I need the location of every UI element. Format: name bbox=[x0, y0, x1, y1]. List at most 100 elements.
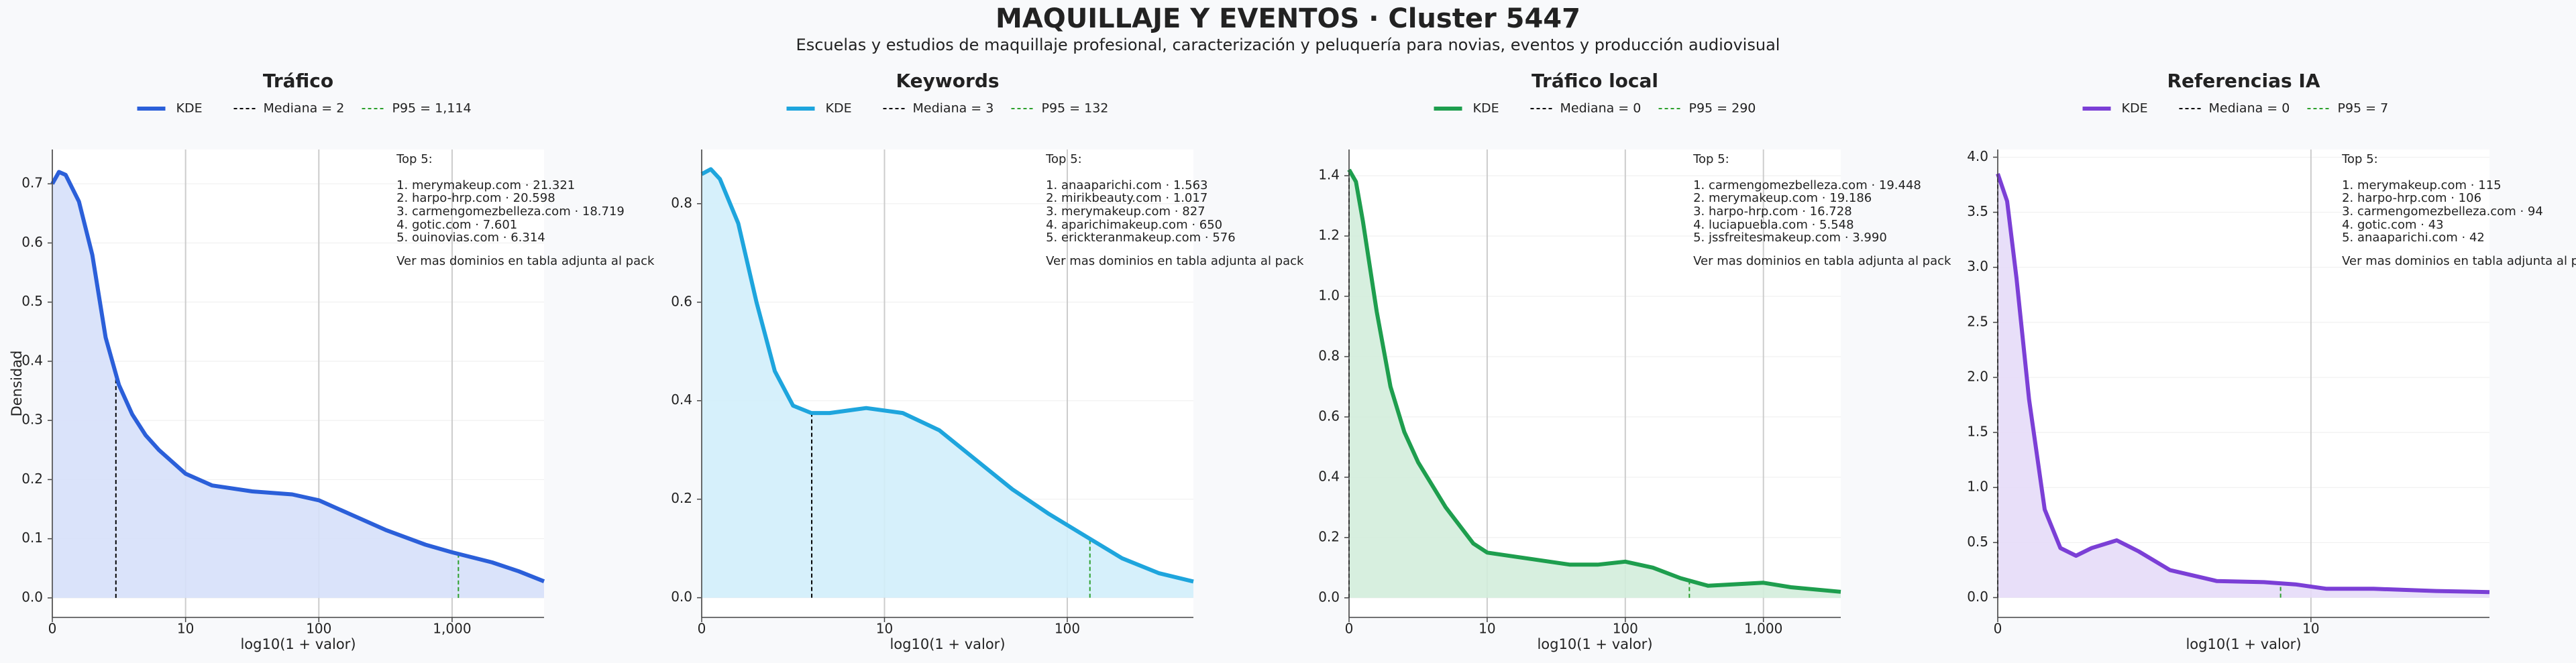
annotation-line: Ver mas dominios en tabla adjunta al pac… bbox=[1046, 254, 1304, 268]
panel-title: Keywords bbox=[896, 70, 999, 92]
y-tick-label: 0.0 bbox=[21, 589, 43, 605]
y-tick-label: 3.0 bbox=[1967, 258, 1988, 274]
y-tick-label: 1.0 bbox=[1967, 479, 1988, 495]
annotation-line: Ver mas dominios en tabla adjunta al pac… bbox=[396, 254, 655, 268]
y-tick-label: 1.5 bbox=[1967, 424, 1988, 440]
kde-fill bbox=[1998, 174, 2489, 598]
y-tick-label: 4.0 bbox=[1967, 148, 1988, 164]
kde-line bbox=[700, 167, 1194, 584]
annotation-line: Top 5: bbox=[1045, 152, 1082, 166]
annotation-line: Top 5: bbox=[396, 152, 433, 166]
y-tick-label: 0.4 bbox=[671, 391, 692, 408]
annotation-line: 2. harpo-hrp.com · 106 bbox=[2342, 191, 2481, 205]
plot-area bbox=[1998, 149, 2489, 617]
x-tick-label: 10 bbox=[2302, 621, 2319, 637]
annotation-line: 1. carmengomezbelleza.com · 19.448 bbox=[1693, 178, 1921, 192]
kde-line bbox=[1347, 168, 1841, 594]
annotation-line: 5. anaaparichi.com · 42 bbox=[2342, 231, 2485, 245]
y-tick-label: 0.0 bbox=[1318, 589, 1340, 605]
kde-fill bbox=[1349, 170, 1841, 598]
annotation-line: Top 5: bbox=[2341, 152, 2378, 166]
annotation-line: 5. erickteranmakeup.com · 576 bbox=[1046, 231, 1236, 245]
legend-label: P95 = 7 bbox=[2338, 101, 2389, 116]
panel-title: Tráfico local bbox=[1532, 70, 1658, 92]
y-tick-label: 0.1 bbox=[21, 530, 43, 546]
y-tick-label: 0.0 bbox=[1967, 589, 1988, 605]
y-tick-label: 2.5 bbox=[1967, 313, 1988, 329]
kde-line bbox=[1996, 173, 2490, 595]
kde-fill bbox=[52, 172, 544, 598]
legend-label: P95 = 1,114 bbox=[392, 101, 472, 116]
legend-label: P95 = 290 bbox=[1689, 101, 1756, 116]
x-tick-label: 10 bbox=[1479, 621, 1495, 637]
y-tick-label: 0.8 bbox=[1318, 347, 1340, 363]
annotation-line: 4. aparichimakeup.com · 650 bbox=[1046, 218, 1222, 232]
annotation-line: 3. carmengomezbelleza.com · 18.719 bbox=[396, 204, 625, 219]
legend-label: Mediana = 3 bbox=[913, 101, 994, 116]
x-tick-label: 1,000 bbox=[433, 621, 471, 637]
y-tick-label: 0.2 bbox=[671, 490, 692, 506]
panel-title: Referencias IA bbox=[2167, 70, 2320, 92]
x-tick-label: 10 bbox=[177, 621, 194, 637]
kde-line bbox=[50, 170, 545, 583]
x-tick-label: 0 bbox=[698, 621, 706, 637]
x-axis-label: log10(1 + valor) bbox=[1537, 636, 1652, 652]
annotation-line: 2. mirikbeauty.com · 1.017 bbox=[1046, 191, 1208, 205]
x-axis-label: log10(1 + valor) bbox=[2186, 636, 2301, 652]
annotation-line: 2. harpo-hrp.com · 20.598 bbox=[396, 191, 555, 205]
annotation-line: 4. luciapuebla.com · 5.548 bbox=[1693, 218, 1854, 232]
x-tick-label: 10 bbox=[876, 621, 893, 637]
legend-label: KDE bbox=[1473, 101, 1499, 116]
y-tick-label: 0.7 bbox=[21, 175, 43, 191]
annotation-line: 1. merymakeup.com · 21.321 bbox=[396, 178, 575, 192]
y-tick-label: 3.5 bbox=[1967, 203, 1988, 219]
y-axis-label: Densidad bbox=[9, 351, 25, 417]
annotation-line: Ver mas dominios en tabla adjunta al pac… bbox=[2342, 254, 2576, 268]
x-axis-label: log10(1 + valor) bbox=[240, 636, 356, 652]
y-tick-label: 1.0 bbox=[1318, 288, 1340, 304]
x-tick-label: 100 bbox=[1055, 621, 1080, 637]
y-tick-label: 0.5 bbox=[21, 293, 43, 309]
y-tick-label: 0.3 bbox=[21, 412, 43, 428]
legend-label: Mediana = 0 bbox=[1560, 101, 1642, 116]
annotation-line: 5. jssfreitesmakeup.com · 3.990 bbox=[1693, 231, 1887, 245]
annotation-line: 3. merymakeup.com · 827 bbox=[1046, 204, 1205, 219]
x-tick-label: 1,000 bbox=[1744, 621, 1782, 637]
figure-subtitle: Escuelas y estudios de maquillaje profes… bbox=[796, 36, 1780, 54]
legend-label: KDE bbox=[826, 101, 852, 116]
y-tick-label: 0.8 bbox=[671, 194, 692, 210]
x-tick-label: 0 bbox=[48, 621, 57, 637]
y-tick-label: 1.4 bbox=[1318, 167, 1340, 183]
annotation-line: 5. ouinovias.com · 6.314 bbox=[396, 231, 545, 245]
y-tick-label: 0.2 bbox=[21, 471, 43, 487]
annotation-line: 4. gotic.com · 7.601 bbox=[396, 218, 517, 232]
y-tick-label: 0.4 bbox=[1318, 468, 1340, 484]
x-axis-label: log10(1 + valor) bbox=[890, 636, 1005, 652]
x-tick-label: 0 bbox=[1994, 621, 2002, 637]
y-tick-label: 2.0 bbox=[1967, 368, 1988, 384]
x-tick-label: 100 bbox=[1613, 621, 1638, 637]
figure-title: MAQUILLAJE Y EVENTOS · Cluster 5447 bbox=[996, 3, 1580, 34]
legend-label: KDE bbox=[2122, 101, 2148, 116]
y-tick-label: 0.6 bbox=[21, 234, 43, 250]
y-tick-label: 0.6 bbox=[1318, 408, 1340, 424]
annotation-line: 2. merymakeup.com · 19.186 bbox=[1693, 191, 1872, 205]
legend-label: KDE bbox=[176, 101, 203, 116]
annotation-line: 1. merymakeup.com · 115 bbox=[2342, 178, 2502, 192]
x-tick-label: 100 bbox=[306, 621, 331, 637]
y-tick-label: 0.4 bbox=[21, 352, 43, 368]
y-tick-label: 0.6 bbox=[671, 293, 692, 309]
annotation-line: 3. harpo-hrp.com · 16.728 bbox=[1693, 204, 1852, 219]
y-tick-label: 0.5 bbox=[1967, 534, 1988, 550]
x-tick-label: 0 bbox=[1345, 621, 1354, 637]
annotation-line: Top 5: bbox=[1693, 152, 1729, 166]
annotation-line: 4. gotic.com · 43 bbox=[2342, 218, 2444, 232]
legend-label: P95 = 132 bbox=[1042, 101, 1109, 116]
y-tick-label: 0.0 bbox=[671, 589, 692, 605]
annotation-line: 3. carmengomezbelleza.com · 94 bbox=[2342, 204, 2543, 219]
y-tick-label: 0.2 bbox=[1318, 528, 1340, 544]
annotation-line: 1. anaaparichi.com · 1.563 bbox=[1046, 178, 1208, 192]
annotation-line: Ver mas dominios en tabla adjunta al pac… bbox=[1693, 254, 1951, 268]
y-tick-label: 1.2 bbox=[1318, 227, 1340, 243]
legend-label: Mediana = 2 bbox=[264, 101, 345, 116]
